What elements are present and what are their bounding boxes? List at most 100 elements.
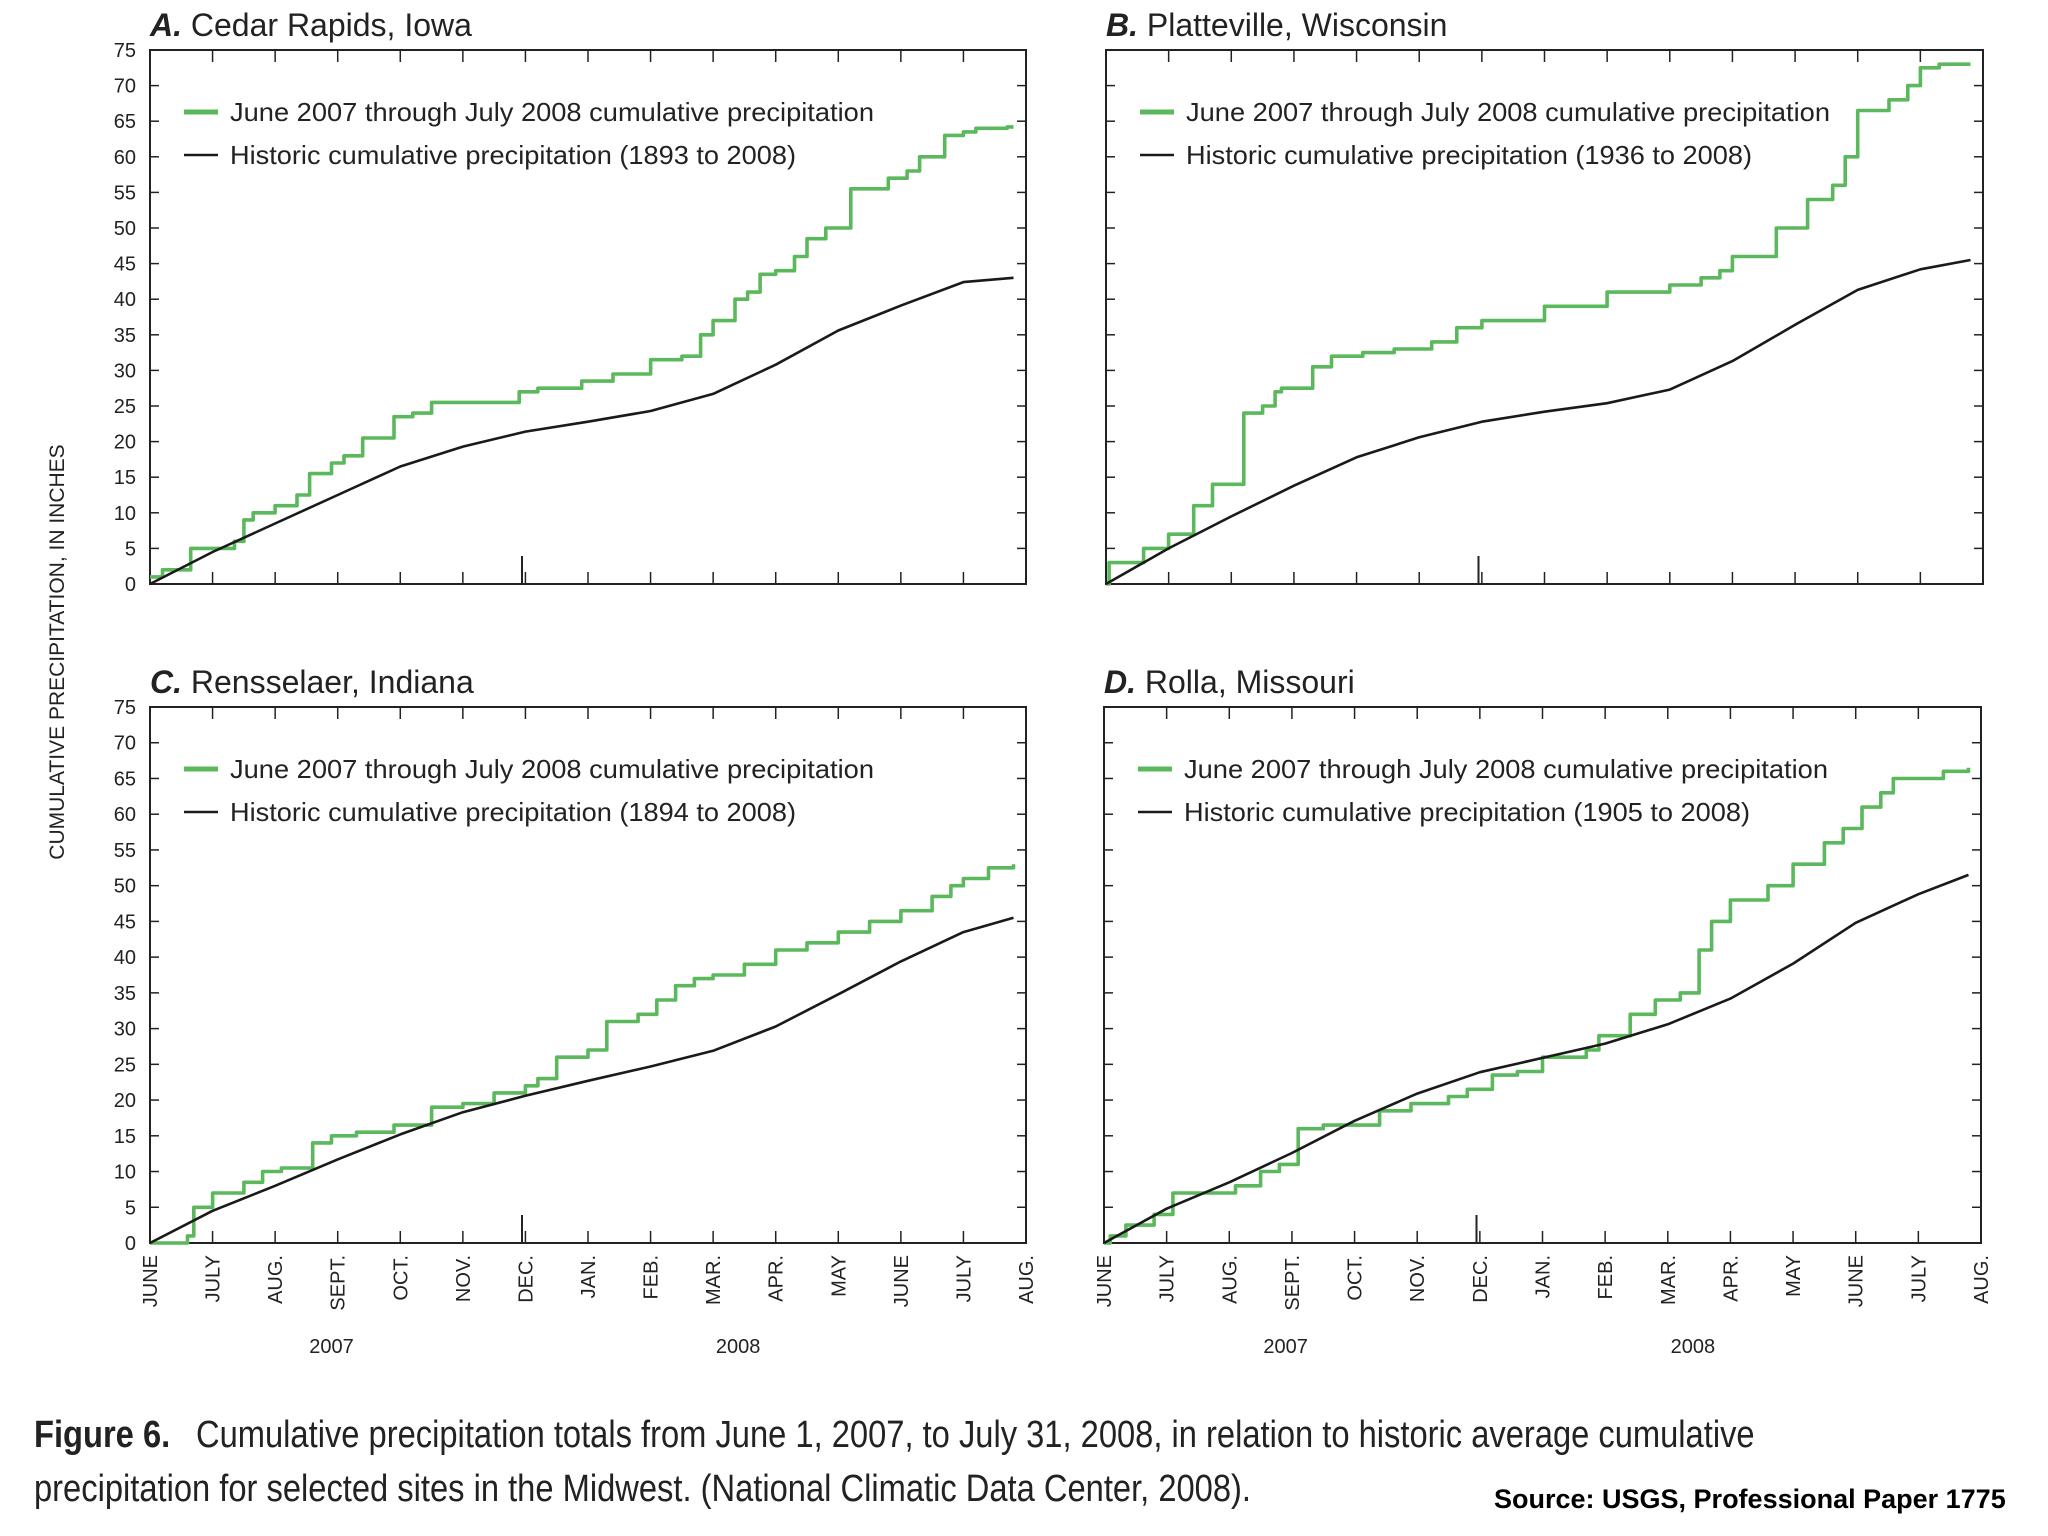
- y-tick-label: 25: [114, 396, 136, 418]
- x-tick-label: JULY: [203, 1255, 225, 1302]
- panel-title: C. Rensselaer, Indiana: [150, 664, 474, 700]
- panel-title: D. Rolla, Missouri: [1104, 664, 1355, 700]
- panel-site-name: Rolla, Missouri: [1145, 664, 1355, 700]
- year-label: 2008: [1671, 1336, 1716, 1358]
- x-tick-label: JUNE: [1846, 1255, 1868, 1307]
- year-label: 2008: [716, 1336, 761, 1358]
- caption-line-2: precipitation for selected sites in the …: [34, 1468, 1251, 1510]
- series-line-current: [150, 864, 1016, 1245]
- series-line-historic: [1105, 258, 1971, 586]
- y-tick-label: 50: [114, 876, 136, 898]
- x-tick-label: FEB.: [641, 1255, 663, 1299]
- y-tick-label: 25: [114, 1054, 136, 1076]
- x-tick-label: JULY: [1908, 1255, 1930, 1302]
- y-tick-label: 70: [114, 733, 136, 755]
- legend-label: Historic cumulative precipitation (1894 …: [230, 797, 796, 827]
- chart-panel-c: C. Rensselaer, Indiana 0 5 10 15 20 25 30 35 40 45…: [114, 664, 1038, 1358]
- series-line-current: [1106, 62, 1971, 586]
- y-tick-label: 30: [114, 1019, 136, 1041]
- y-tick-label: 45: [114, 911, 136, 933]
- series-line-current: [1104, 767, 1971, 1245]
- x-tick-label: AUG.: [1219, 1255, 1241, 1304]
- x-tick-label: APR.: [766, 1255, 788, 1302]
- y-tick-label: 65: [114, 111, 136, 133]
- y-tick-label: 50: [114, 218, 136, 240]
- legend-label: June 2007 through July 2008 cumulative p…: [1186, 97, 1830, 127]
- y-tick-label: 55: [114, 840, 136, 862]
- panel-letter: D.: [1104, 664, 1145, 700]
- figure-caption: Figure 6. Cumulative precipitation totals…: [34, 1408, 1755, 1516]
- caption-figure-label: Figure 6.: [34, 1414, 171, 1456]
- y-tick-label: 35: [114, 325, 136, 347]
- y-tick-label: 15: [114, 467, 136, 489]
- caption-line-1: Cumulative precipitation totals from Jun…: [196, 1414, 1755, 1456]
- x-tick-label: JUNE: [1094, 1255, 1116, 1307]
- x-tick-label: DEC.: [515, 1255, 537, 1303]
- y-tick-label: 0: [125, 574, 136, 596]
- x-tick-label: JAN.: [578, 1255, 600, 1298]
- y-tick-label: 5: [125, 538, 136, 560]
- legend-label: Historic cumulative precipitation (1905 …: [1184, 797, 1750, 827]
- y-tick-label: 75: [114, 697, 136, 719]
- legend-label: June 2007 through July 2008 cumulative p…: [230, 97, 874, 127]
- year-label: 2007: [309, 1336, 354, 1358]
- panel-site-name: Rensselaer, Indiana: [191, 664, 474, 700]
- panel-letter: C.: [150, 664, 191, 700]
- legend-label: June 2007 through July 2008 cumulative p…: [230, 754, 874, 784]
- y-tick-label: 20: [114, 1090, 136, 1112]
- y-tick-label: 40: [114, 289, 136, 311]
- x-tick-label: APR.: [1720, 1255, 1742, 1302]
- x-tick-label: JULY: [1157, 1255, 1179, 1302]
- y-axis-label: CUMULATIVE PRECIPITATION, IN INCHES: [46, 444, 69, 859]
- y-tick-label: 70: [114, 76, 136, 98]
- x-tick-label: JUNE: [140, 1255, 162, 1307]
- x-tick-label: DEC.: [1470, 1255, 1492, 1303]
- legend-label: June 2007 through July 2008 cumulative p…: [1184, 754, 1828, 784]
- x-tick-label: JULY: [953, 1255, 975, 1302]
- panel-title: A. Cedar Rapids, Iowa: [149, 7, 472, 43]
- x-tick-label: NOV.: [1407, 1255, 1429, 1302]
- series-line-historic: [1103, 873, 1969, 1245]
- y-tick-label: 30: [114, 360, 136, 382]
- y-tick-label: 45: [114, 254, 136, 276]
- x-tick-label: AUG.: [1971, 1255, 1993, 1304]
- y-tick-label: 60: [114, 804, 136, 826]
- chart-panel-d: D. Rolla, Missouri JUNE JULY AUG. SEPT. OCT. N…: [1094, 664, 1993, 1358]
- y-tick-label: 20: [114, 432, 136, 454]
- y-tick-label: 65: [114, 768, 136, 790]
- x-tick-label: FEB.: [1595, 1255, 1617, 1299]
- panel-letter: A.: [149, 7, 191, 43]
- y-tick-label: 55: [114, 182, 136, 204]
- panel-site-name: Platteville, Wisconsin: [1147, 7, 1448, 43]
- source-credit: Source: USGS, Professional Paper 1775: [1494, 1484, 2006, 1514]
- panel-site-name: Cedar Rapids, Iowa: [191, 7, 472, 43]
- plot-frame: [1103, 706, 1982, 1244]
- y-tick-label: 5: [125, 1197, 136, 1219]
- x-tick-label: SEPT.: [328, 1255, 350, 1311]
- y-tick-label: 0: [125, 1233, 136, 1255]
- y-tick-label: 75: [114, 40, 136, 62]
- x-tick-label: JAN.: [1533, 1255, 1555, 1298]
- x-tick-label: AUG.: [265, 1255, 287, 1304]
- series-line-historic: [149, 276, 1014, 586]
- plot-frame: [149, 706, 1027, 1244]
- year-label: 2007: [1263, 1336, 1308, 1358]
- legend-label: Historic cumulative precipitation (1936 …: [1186, 140, 1752, 170]
- series-line-historic: [149, 916, 1014, 1245]
- series-line-current: [150, 125, 1014, 579]
- x-tick-label: MAR.: [703, 1255, 725, 1305]
- x-tick-label: JUNE: [891, 1255, 913, 1307]
- chart-panel-a: A. Cedar Rapids, Iowa 0 5 10 15 20 25 30 35 40 45 5…: [114, 7, 1027, 596]
- plot-frame: [149, 49, 1027, 585]
- x-tick-label: OCT.: [1345, 1255, 1367, 1301]
- y-tick-label: 40: [114, 947, 136, 969]
- x-tick-label: AUG.: [1016, 1255, 1038, 1304]
- y-tick-label: 10: [114, 1162, 136, 1184]
- y-tick-label: 10: [114, 503, 136, 525]
- y-tick-label: 15: [114, 1126, 136, 1148]
- y-tick-label: 60: [114, 147, 136, 169]
- x-tick-label: OCT.: [390, 1255, 412, 1301]
- x-tick-label: MAY: [1783, 1255, 1805, 1297]
- panel-title: B. Platteville, Wisconsin: [1106, 7, 1447, 43]
